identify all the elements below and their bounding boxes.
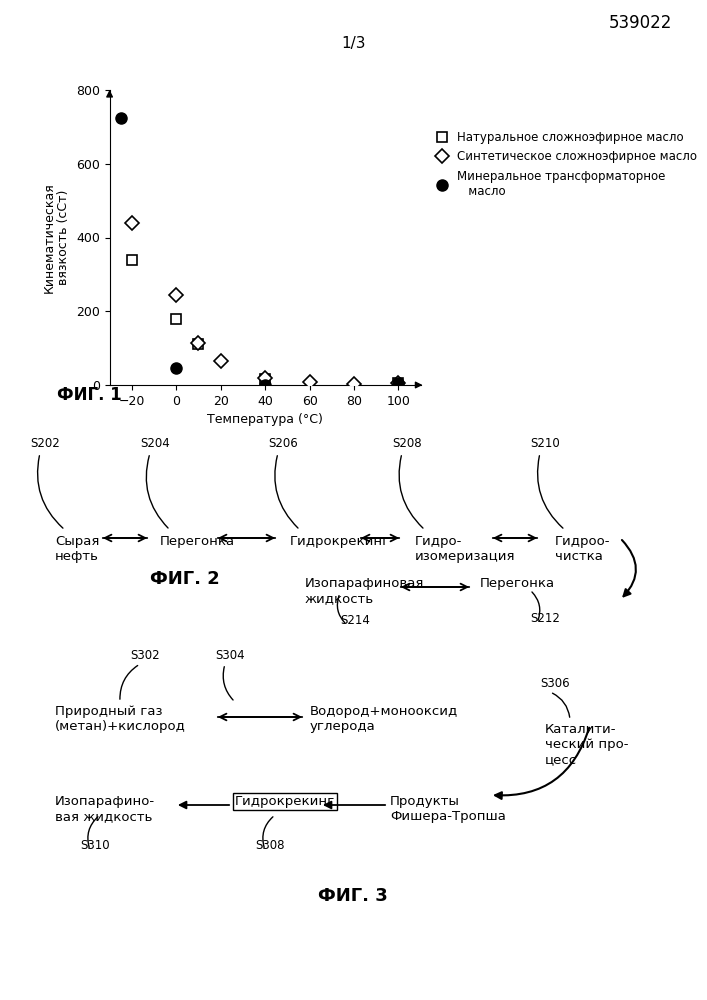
Text: S204: S204 xyxy=(140,437,170,450)
Text: 539022: 539022 xyxy=(608,14,672,32)
Legend: Натуральное сложноэфирное масло, Синтетическое сложноэфирное масло, Минеральное : Натуральное сложноэфирное масло, Синтети… xyxy=(430,131,697,198)
Text: S310: S310 xyxy=(80,839,110,852)
Text: ФИГ. 2: ФИГ. 2 xyxy=(150,570,220,588)
Text: Изопарафиновая
жидкость: Изопарафиновая жидкость xyxy=(305,577,424,605)
Text: Гидроо-
чистка: Гидроо- чистка xyxy=(555,535,611,563)
FancyArrowPatch shape xyxy=(120,666,138,699)
Text: S202: S202 xyxy=(30,437,60,450)
Text: Перегонка: Перегонка xyxy=(480,577,555,590)
FancyArrowPatch shape xyxy=(275,456,298,528)
FancyArrowPatch shape xyxy=(537,456,563,528)
Text: S206: S206 xyxy=(268,437,298,450)
Text: S212: S212 xyxy=(530,612,560,625)
Text: Гидро-
изомеризация: Гидро- изомеризация xyxy=(415,535,515,563)
Text: S214: S214 xyxy=(340,614,370,627)
Text: Природный газ
(метан)+кислород: Природный газ (метан)+кислород xyxy=(55,705,186,733)
Text: Сырая
нефть: Сырая нефть xyxy=(55,535,100,563)
Text: Изопарафино-
вая жидкость: Изопарафино- вая жидкость xyxy=(55,795,155,823)
Text: S306: S306 xyxy=(540,677,570,690)
FancyArrowPatch shape xyxy=(146,456,168,528)
Text: S208: S208 xyxy=(392,437,421,450)
Text: S302: S302 xyxy=(130,649,160,662)
FancyArrowPatch shape xyxy=(495,728,589,799)
FancyArrowPatch shape xyxy=(223,667,233,700)
FancyArrowPatch shape xyxy=(37,456,63,528)
Text: ФИГ. 3: ФИГ. 3 xyxy=(318,887,388,905)
Text: Продукты
Фишера-Тропша: Продукты Фишера-Тропша xyxy=(390,795,506,823)
Text: Гидрокрекинг: Гидрокрекинг xyxy=(290,535,390,548)
Text: S308: S308 xyxy=(255,839,284,852)
Text: Перегонка: Перегонка xyxy=(160,535,235,548)
Text: ФИГ. 1: ФИГ. 1 xyxy=(57,386,122,404)
FancyArrowPatch shape xyxy=(622,540,636,596)
FancyArrowPatch shape xyxy=(263,817,273,847)
Text: Гидрокрекинг: Гидрокрекинг xyxy=(235,795,335,808)
Text: Водород+монооксид
углерода: Водород+монооксид углерода xyxy=(310,705,458,733)
Text: 1/3: 1/3 xyxy=(341,36,366,51)
Text: Каталити-
ческий про-
цесс: Каталити- ческий про- цесс xyxy=(545,723,629,766)
FancyArrowPatch shape xyxy=(88,817,98,847)
FancyArrowPatch shape xyxy=(552,693,570,717)
FancyArrowPatch shape xyxy=(337,596,345,623)
FancyArrowPatch shape xyxy=(399,456,423,528)
Y-axis label: Кинематическая
вязкость (сСт): Кинематическая вязкость (сСт) xyxy=(42,182,70,293)
Text: S304: S304 xyxy=(215,649,245,662)
X-axis label: Температура (°C): Температура (°C) xyxy=(207,413,323,426)
Text: S210: S210 xyxy=(530,437,560,450)
FancyArrowPatch shape xyxy=(532,592,540,620)
